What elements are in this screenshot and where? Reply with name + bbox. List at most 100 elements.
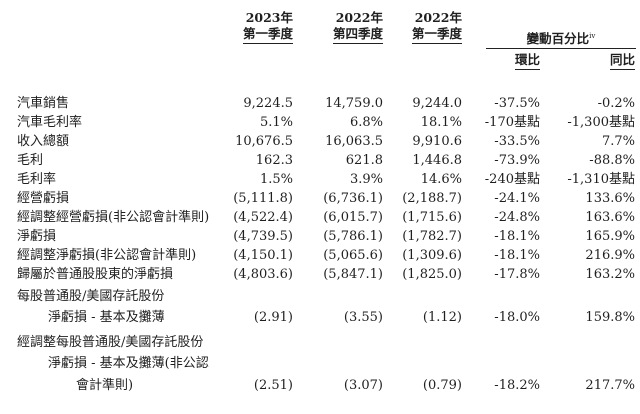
cell-q1-2023: 162.3 [255, 153, 293, 168]
row-label: 經調整淨虧損(非公認會計準則) [17, 248, 197, 263]
eps-label-row: 每股普通股/美國存託股份 [0, 287, 640, 306]
header-q4-2022-quarter: 第四季度 [332, 26, 383, 44]
row-label: 經調整經營虧損(非公認會計準則) [17, 210, 210, 225]
row-label: 汽車毛利率 [17, 115, 83, 130]
cell-q4-2022: 6.8% [349, 115, 383, 130]
header-yoy: 同比 [609, 52, 635, 70]
row-label: 收入總額 [17, 134, 70, 149]
cell-yoy: 165.9% [585, 229, 635, 244]
cell-q4-2022: (5,847.1) [323, 267, 383, 282]
cell-qoq: -18.2% [494, 378, 540, 393]
cell-qoq: -33.5% [494, 134, 540, 149]
table-row: 淨虧損 (4,739.5) (5,786.1) (1,782.7) -18.1%… [0, 227, 640, 246]
cell-q4-2022: (6,015.7) [323, 210, 383, 225]
cell-q4-2022: (5,786.1) [323, 229, 383, 244]
cell-qoq: -18.0% [494, 310, 540, 325]
cell-qoq: -18.1% [494, 248, 540, 263]
cell-q1-2023: (4,739.5) [233, 229, 293, 244]
cell-q1-2023: 5.1% [259, 115, 293, 130]
table-row: 毛利 162.3 621.8 1,446.8 -73.9% -88.8% [0, 151, 640, 170]
header-pct-change-label: 變動百分比 [526, 31, 590, 47]
cell-qoq: -24.8% [494, 210, 540, 225]
cell-yoy: 163.2% [585, 267, 635, 282]
adj-eps-label-row-1: 經調整每股普通股/美國存託股份 [0, 333, 640, 352]
cell-q1-2022: (1,782.7) [402, 229, 462, 244]
cell-yoy: -1,310基點 [567, 172, 635, 187]
adj-eps-label-line2: 淨虧損 - 基本及攤薄(非公認 [48, 356, 209, 371]
cell-q1-2022: 9,244.0 [412, 96, 462, 111]
cell-qoq: -17.8% [494, 267, 540, 282]
cell-q1-2022: (1,825.0) [402, 267, 462, 282]
header-q4-2022-year: 2022年 [335, 10, 383, 25]
cell-qoq: -18.1% [494, 229, 540, 244]
header-q1-2023-year: 2023年 [245, 10, 293, 25]
cell-q4-2022: (5,065.6) [323, 248, 383, 263]
cell-qoq: -37.5% [494, 96, 540, 111]
cell-q4-2022: 3.9% [349, 172, 383, 187]
eps-label-line2: 淨虧損 - 基本及攤薄 [48, 310, 165, 325]
cell-qoq: -240基點 [484, 172, 540, 187]
cell-q1-2023: (4,522.4) [233, 210, 293, 225]
row-label: 歸屬於普通股股東的淨虧損 [17, 267, 174, 282]
table-row: 歸屬於普通股股東的淨虧損 (4,803.6) (5,847.1) (1,825.… [0, 265, 640, 284]
cell-yoy: -1,300基點 [567, 115, 635, 130]
row-label: 毛利率 [17, 172, 57, 187]
row-label: 汽車銷售 [17, 96, 70, 111]
cell-yoy: -0.2% [597, 96, 635, 111]
table-row: 經營虧損 (5,111.8) (6,736.1) (2,188.7) -24.1… [0, 189, 640, 208]
cell-q1-2022: 1,446.8 [412, 153, 462, 168]
row-label: 毛利 [17, 153, 44, 168]
cell-q1-2023: 10,676.5 [235, 134, 293, 149]
cell-q1-2022: (1,309.6) [402, 248, 462, 263]
header-q1-2023: 2023年 第一季度 [242, 10, 293, 44]
cell-yoy: 133.6% [585, 191, 635, 206]
table-row: 汽車毛利率 5.1% 6.8% 18.1% -170基點 -1,300基點 [0, 113, 640, 132]
cell-yoy: 217.7% [585, 378, 635, 393]
cell-yoy: 216.9% [585, 248, 635, 263]
cell-q1-2022: 18.1% [420, 115, 462, 130]
adj-eps-label-line1: 經調整每股普通股/美國存託股份 [17, 335, 204, 350]
cell-q1-2023: (4,150.1) [233, 248, 293, 263]
table-row: 汽車銷售 9,224.5 14,759.0 9,244.0 -37.5% -0.… [0, 94, 640, 113]
cell-qoq: -170基點 [484, 115, 540, 130]
header-pct-change-note: iv [589, 32, 596, 40]
header-q1-2023-quarter: 第一季度 [242, 26, 293, 44]
table-row: 收入總額 10,676.5 16,063.5 9,910.6 -33.5% 7.… [0, 132, 640, 151]
cell-qoq: -24.1% [494, 191, 540, 206]
cell-q1-2023: (4,803.6) [233, 267, 293, 282]
header-q1-2022-year: 2022年 [414, 10, 462, 25]
cell-qoq: -73.9% [494, 153, 540, 168]
row-label: 淨虧損 [17, 229, 57, 244]
cell-q1-2022: 9,910.6 [412, 134, 462, 149]
cell-q1-2023: 9,224.5 [243, 96, 293, 111]
adj-eps-row: 會計準則) (2.51) (3.07) (0.79) -18.2% 217.7% [0, 376, 640, 395]
header-pct-change: 變動百分比iv [486, 28, 636, 50]
cell-q4-2022: 16,063.5 [325, 134, 383, 149]
header-q4-2022: 2022年 第四季度 [332, 10, 383, 44]
cell-q4-2022: 621.8 [345, 153, 383, 168]
cell-q1-2022: 14.6% [420, 172, 462, 187]
table-row: 經調整淨虧損(非公認會計準則) (4,150.1) (5,065.6) (1,3… [0, 246, 640, 265]
cell-q4-2022: 14,759.0 [325, 96, 383, 111]
cell-q1-2022: (0.79) [422, 378, 462, 393]
header-q1-2022: 2022年 第一季度 [411, 10, 462, 44]
eps-row: 淨虧損 - 基本及攤薄 (2.91) (3.55) (1.12) -18.0% … [0, 308, 640, 327]
header-qoq: 環比 [514, 52, 540, 70]
cell-q1-2023: (5,111.8) [233, 191, 293, 206]
cell-q1-2023: 1.5% [259, 172, 293, 187]
cell-q4-2022: (3.55) [343, 310, 383, 325]
cell-q1-2022: (1.12) [422, 310, 462, 325]
cell-q1-2022: (1,715.6) [402, 210, 462, 225]
adj-eps-label-line3: 會計準則) [76, 378, 134, 393]
adj-eps-label-row-2: 淨虧損 - 基本及攤薄(非公認 [0, 354, 640, 373]
cell-q1-2022: (2,188.7) [402, 191, 462, 206]
cell-yoy: 163.6% [585, 210, 635, 225]
cell-q1-2023: (2.91) [253, 310, 293, 325]
eps-label-line1: 每股普通股/美國存託股份 [17, 289, 165, 304]
cell-q1-2023: (2.51) [253, 378, 293, 393]
cell-q4-2022: (3.07) [343, 378, 383, 393]
table-row: 經調整經營虧損(非公認會計準則) (4,522.4) (6,015.7) (1,… [0, 208, 640, 227]
cell-yoy: 7.7% [601, 134, 635, 149]
row-label: 經營虧損 [17, 191, 70, 206]
cell-q4-2022: (6,736.1) [323, 191, 383, 206]
